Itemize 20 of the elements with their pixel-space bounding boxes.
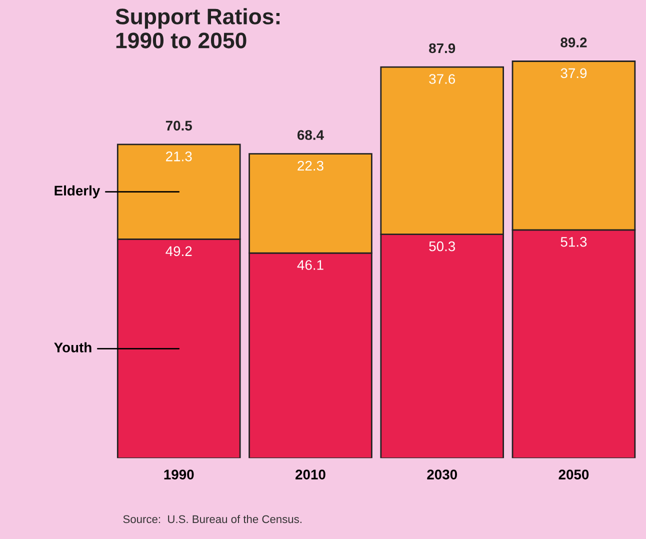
source-note: Source: U.S. Bureau of the Census. — [123, 514, 302, 524]
series-label: Elderly — [54, 185, 100, 198]
data-label: 37.9 — [560, 68, 587, 78]
total-label: 68.4 — [297, 130, 324, 140]
x-tick-label: 2030 — [427, 470, 457, 480]
data-label: 51.3 — [560, 236, 587, 247]
total-label: 87.9 — [429, 43, 456, 54]
data-label: 46.1 — [297, 260, 324, 270]
data-label: 37.6 — [429, 74, 456, 84]
series-label: Youth — [54, 342, 92, 352]
data-label: 22.3 — [298, 160, 324, 171]
total-label: 70.5 — [166, 120, 192, 131]
data-label: 21.3 — [166, 152, 192, 162]
data-label: 50.3 — [429, 241, 456, 252]
x-tick-label: 2010 — [296, 470, 326, 480]
x-tick-label: 1990 — [164, 470, 194, 480]
x-tick-label: 2050 — [558, 470, 589, 480]
chart-title: Support Ratios: 1990 to 2050 — [116, 8, 280, 48]
total-label: 89.2 — [560, 38, 587, 48]
data-label: 49.2 — [166, 246, 192, 256]
